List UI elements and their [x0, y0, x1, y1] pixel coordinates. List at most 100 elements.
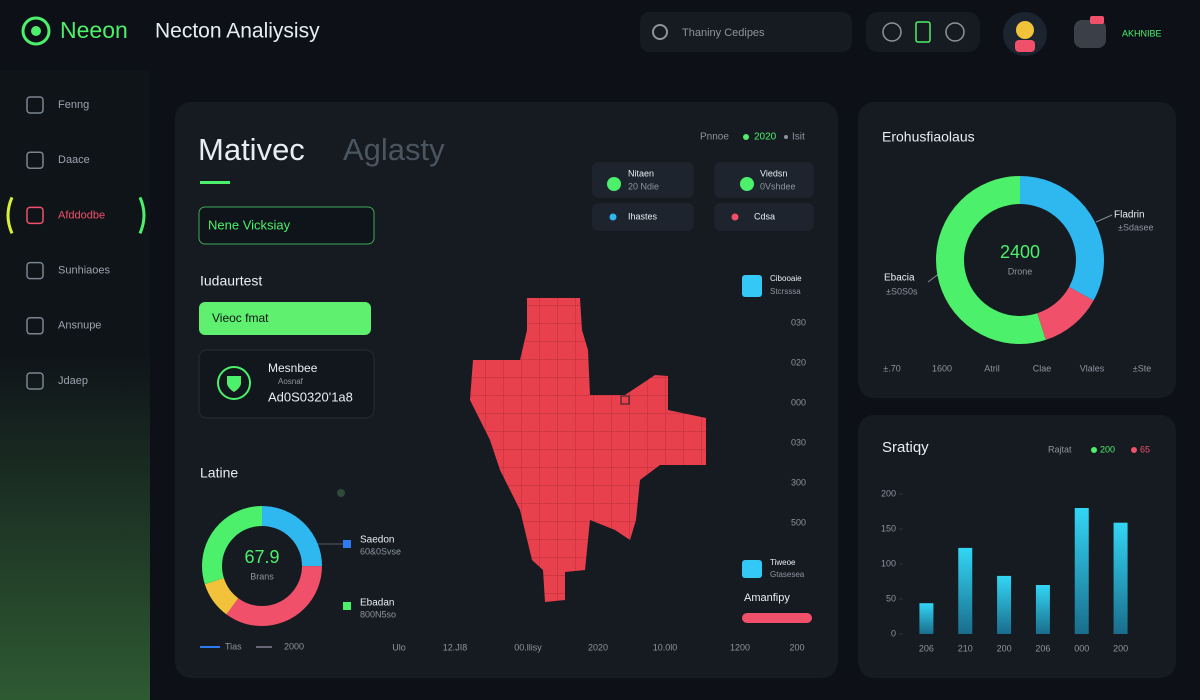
legend-dot — [743, 134, 749, 140]
donut-label: Saedon — [360, 535, 394, 546]
legend-item: 2020 — [754, 132, 777, 143]
map-scale-label: 020 — [791, 357, 806, 367]
chip[interactable] — [592, 203, 694, 231]
donut-center: 67.9 — [244, 547, 279, 567]
bar-legend: 200 — [1100, 444, 1115, 454]
main-title-accent: Aglasty — [343, 132, 445, 167]
map-legend: Stcrsssa — [770, 287, 801, 296]
chip-title: Cdsa — [754, 211, 775, 221]
leader — [1095, 214, 1113, 223]
legend-dot — [1091, 447, 1097, 453]
bar-legend: 65 — [1140, 444, 1150, 454]
icon-button[interactable] — [915, 21, 931, 43]
side-label-sub: ±S0S0s — [886, 286, 918, 296]
x-tick-label: 200 — [997, 643, 1012, 653]
toolbar — [866, 12, 980, 52]
search-placeholder: Thaniny Cedipes — [682, 27, 765, 39]
map-scale-label: 300 — [791, 477, 806, 487]
search-icon — [652, 24, 668, 40]
y-tick-label: 100 — [881, 558, 896, 568]
chip-dot — [740, 177, 754, 191]
legend-dot — [1131, 447, 1137, 453]
nav-icon[interactable] — [26, 372, 44, 390]
section-label: Iudaurtest — [200, 273, 262, 289]
app-title: Necton Analiysisy — [155, 20, 320, 43]
nav-icon[interactable] — [26, 151, 44, 169]
shield-icon — [217, 366, 251, 400]
bar — [919, 603, 934, 634]
nav-label: Jdaep — [58, 375, 88, 387]
sidebar — [0, 70, 150, 700]
side-label: Fladrin — [1114, 210, 1145, 221]
card-id: Ad0S0320'1a8 — [268, 389, 353, 404]
legend-line — [200, 646, 220, 648]
avatar-face — [1016, 21, 1034, 39]
main-title: Mativec — [198, 132, 305, 167]
donut-footer: Tias — [225, 641, 242, 651]
chip-dot — [731, 213, 739, 221]
y-tick-label: 200 — [881, 488, 896, 498]
nav-icon[interactable] — [26, 261, 44, 280]
side-center-label: Drone — [1008, 266, 1033, 276]
search-box[interactable] — [640, 12, 852, 52]
map-scale-label: 030 — [791, 317, 806, 327]
legend-swatch — [343, 602, 351, 610]
map-legend: Cibooaie — [770, 274, 802, 283]
active-bracket — [138, 196, 146, 235]
chip-title: Nitaen — [628, 168, 654, 178]
nav-icon[interactable] — [26, 206, 44, 225]
map-legend: Gtasesea — [770, 570, 805, 579]
icon-button[interactable] — [882, 22, 902, 42]
bar — [1074, 508, 1089, 634]
chip-title: Viedsn — [760, 168, 787, 178]
donut-title: Latine — [200, 465, 238, 481]
sidebar-items: Fenng Daace Afddodbe Sunhiaoes Ansnupe Jdaep — [6, 96, 146, 390]
donut-footer: 2000 — [284, 641, 304, 651]
map-x-label: 00.llisy — [514, 642, 542, 652]
map-legend-swatch — [742, 560, 762, 578]
icon-button[interactable] — [945, 22, 965, 42]
side-footer: ±.70 1600 Atril Clae Vlales ±Ste — [883, 363, 1151, 373]
legend-dot — [784, 135, 788, 139]
user-badge — [1090, 16, 1104, 24]
card-sub: Aosnaf — [278, 377, 304, 386]
donut-segment — [202, 506, 322, 626]
x-tick-label: 210 — [958, 643, 973, 653]
primary-button[interactable] — [199, 302, 371, 335]
card-name: Mesnbee — [268, 361, 318, 375]
map-bar — [742, 613, 812, 623]
map-x-label: 1200 — [730, 642, 750, 652]
user-icon[interactable] — [1074, 20, 1106, 48]
y-tick-label: 50 — [886, 593, 896, 603]
map-scale-label: 030 — [791, 437, 806, 447]
nav-label: Ansnupe — [58, 320, 101, 332]
donut-segment — [202, 506, 322, 626]
legend-item: Pnnoe — [700, 132, 729, 143]
map-marker — [620, 395, 630, 405]
donut-label-sub: 800N5so — [360, 609, 396, 619]
nav-icon[interactable] — [26, 96, 44, 114]
brand: Neeon — [60, 17, 128, 43]
text-input[interactable] — [198, 206, 375, 245]
dot — [337, 489, 345, 497]
map-scale-label: 000 — [791, 397, 806, 407]
map-scale-label: 500 — [791, 517, 806, 527]
side-label-sub: ±Sdasee — [1118, 222, 1153, 232]
map-legend-swatch — [742, 275, 762, 297]
nav-icon[interactable] — [26, 317, 44, 335]
bar-panel — [858, 415, 1176, 678]
title-underline — [200, 181, 230, 184]
bar — [1035, 585, 1050, 634]
legend-item: Isit — [792, 132, 805, 143]
chip-dot — [609, 213, 617, 221]
donut-label: Ebadan — [360, 598, 394, 609]
chip[interactable] — [714, 203, 814, 231]
bar — [1113, 522, 1128, 634]
x-tick-label: 206 — [1035, 643, 1050, 653]
chip[interactable] — [714, 162, 814, 198]
side-footer-label: ±Ste — [1133, 363, 1151, 373]
y-tick-label: 150 — [881, 523, 896, 533]
chip-title: Ihastes — [628, 211, 658, 221]
nav-label: Afddodbe — [58, 209, 105, 221]
